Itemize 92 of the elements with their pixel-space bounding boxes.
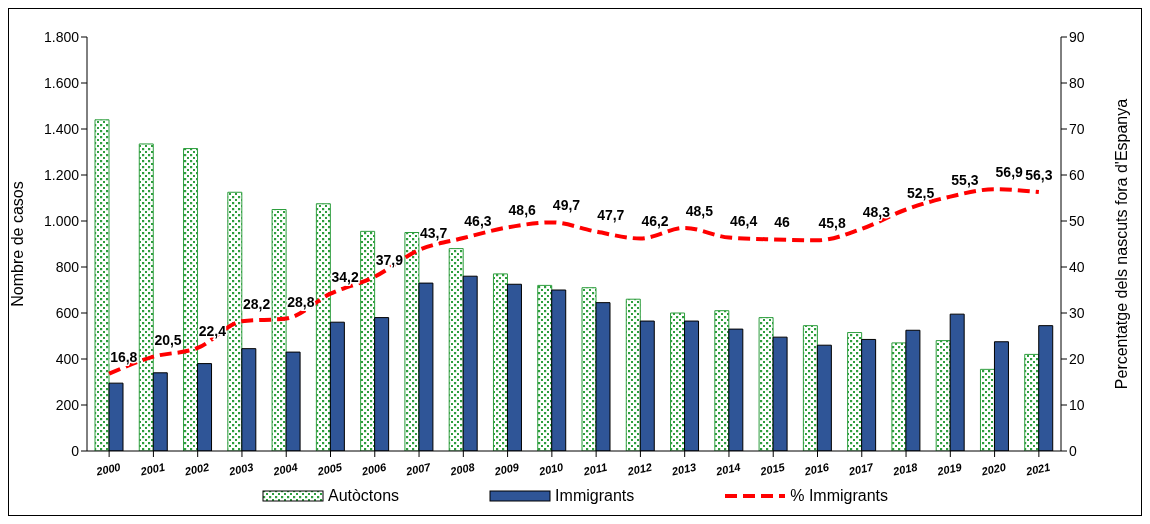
line-series [107,187,1041,376]
bar [94,119,110,451]
data-label: 48,5 [685,202,714,219]
y2-axis-title: Percentatge dels nascuts fora d'Espanya [1112,98,1130,390]
x-tick-label: 2003 [226,460,255,478]
data-label: 46,3 [464,213,492,230]
x-tick-label: 2012 [625,460,653,478]
data-label: 34,2 [331,268,359,285]
x-tick-label: 2002 [182,460,211,478]
x-tick-label: 2001 [138,460,166,478]
data-label: 56,9 [995,164,1024,181]
x-tick-label: 2000 [94,460,123,478]
x-tick-label: 2005 [315,460,344,478]
bar [714,310,730,451]
bar [183,148,199,451]
data-label: 49,7 [552,197,581,214]
bar [891,342,907,451]
bar [670,312,686,451]
y2-tick-label: 30 [1069,304,1085,321]
data-label: 28,2 [242,296,271,313]
bar [360,230,376,451]
x-tick-label: 2010 [536,460,566,478]
legend-label: Autòctons [327,487,400,505]
x-tick-label: 2020 [979,460,1008,478]
bar [138,143,154,451]
data-label: 46,4 [729,212,758,229]
y-tick-label: 400 [55,350,80,367]
y2-tick-label: 60 [1069,166,1085,183]
bar [581,287,597,451]
bar [227,191,243,451]
bar [537,284,553,451]
bar [315,203,331,451]
x-tick-label: 2019 [935,460,964,478]
x-tick-label: 2013 [669,460,698,478]
data-label: 16,8 [110,348,138,365]
legend-label: % Immigrants [790,487,889,505]
bar [271,209,287,451]
x-tick-label: 2017 [846,460,876,478]
data-label: 28,8 [287,293,315,310]
data-label: 43,7 [420,224,448,241]
x-tick-label: 2004 [271,460,299,478]
y2-tick-label: 40 [1069,258,1085,275]
bar [847,332,863,451]
y-tick-label: 200 [55,396,80,413]
x-tick-label: 2015 [758,460,787,478]
y-axis-title: Nombre de casos [8,181,26,307]
data-label: 22,4 [198,322,227,339]
x-tick-label: 2014 [713,460,742,478]
bar [802,325,818,451]
y-tick-label: 600 [55,304,80,321]
y-tick-label: 0 [71,442,80,459]
bar [758,317,774,451]
data-label: 48,6 [508,202,537,219]
bar [492,273,508,451]
bar [1024,353,1040,451]
x-tick-label: 2007 [404,460,433,478]
data-label: 20,5 [154,331,182,348]
data-label: 52,5 [907,184,935,201]
data-label: 55,3 [951,171,979,188]
y2-tick-label: 90 [1069,28,1085,45]
y2-tick-label: 0 [1069,442,1077,459]
legend-label: Immigrants [555,487,635,505]
data-label: 48,3 [862,203,891,220]
y2-tick-label: 70 [1069,120,1085,137]
x-tick-label: 2011 [581,460,609,478]
bar [625,298,641,451]
bar [935,340,951,451]
y2-tick-label: 80 [1069,74,1085,91]
x-tick-label: 2016 [802,460,831,478]
x-tick-label: 2018 [891,460,920,478]
x-tick-label: 2009 [492,460,521,478]
y2-tick-label: 10 [1069,396,1085,413]
y-tick-label: 1.400 [43,120,80,137]
data-label: 56,3 [1025,167,1053,184]
x-tick-label: 2006 [359,460,389,478]
y2-tick-label: 20 [1069,350,1085,367]
y-tick-label: 1.200 [43,166,80,183]
data-label: 46 [774,214,791,231]
data-label: 46,2 [641,213,669,230]
data-label: 37,9 [375,251,404,268]
x-tick-label: 2008 [448,460,477,478]
data-label: 47,7 [597,206,625,223]
y2-tick-label: 50 [1069,212,1085,229]
data-label: 45,8 [818,215,846,232]
bar [448,248,464,451]
bar [979,368,995,451]
y-tick-label: 1.000 [43,212,80,229]
x-tick-label: 2021 [1023,460,1052,478]
bar [404,232,420,451]
y-tick-label: 1.600 [43,74,80,91]
y-tick-label: 800 [55,258,80,275]
y-tick-label: 1.800 [43,28,80,45]
